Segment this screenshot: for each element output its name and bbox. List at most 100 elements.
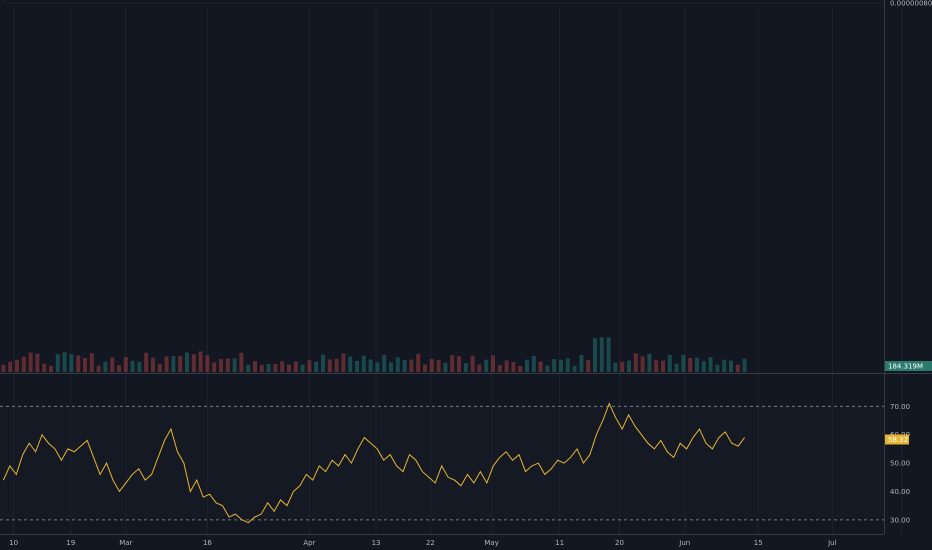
time-tick-label: Jul [827, 539, 837, 547]
volume-bar [225, 358, 230, 372]
price-tags: 0.0000004113:42:300.000000390.000000350.… [885, 361, 932, 445]
price-tick-label: 0.00000080 [890, 0, 932, 8]
volume-bar [198, 351, 203, 372]
volume-bar [742, 358, 747, 372]
grid-layer [0, 0, 932, 535]
volume-bar [701, 361, 706, 372]
volume-bar [681, 354, 686, 372]
volume-bar [361, 355, 366, 372]
volume-bar [688, 357, 693, 372]
volume-bars [1, 337, 747, 372]
volume-bar [450, 355, 455, 372]
volume-bar [69, 354, 74, 372]
volume-bar [164, 356, 169, 372]
volume-bar [300, 364, 305, 372]
volume-bar [443, 362, 448, 372]
rsi-line [2, 402, 745, 524]
rsi-pane [0, 402, 884, 524]
volume-bar [708, 357, 713, 372]
volume-tag-text: 184.319M [888, 363, 923, 371]
volume-bar [722, 359, 727, 372]
time-tick-label: 22 [426, 539, 435, 547]
volume-bar [593, 338, 597, 372]
volume-bar [355, 360, 359, 372]
volume-bar [620, 361, 625, 372]
volume-bar [259, 364, 264, 372]
volume-bar [117, 365, 121, 372]
volume-bar [253, 361, 257, 372]
volume-bar [280, 361, 285, 372]
rsi-tick-label: 30.00 [890, 516, 910, 524]
volume-bar [572, 365, 577, 372]
volume-bar [429, 359, 434, 372]
volume-bar [674, 363, 679, 372]
volume-bar [599, 337, 604, 372]
volume-bar [382, 355, 387, 372]
volume-bar [35, 353, 40, 372]
volume-bar [395, 357, 400, 372]
volume-bar [293, 361, 298, 372]
time-tick-label: Mar [119, 539, 132, 547]
volume-bar [402, 359, 407, 372]
rsi-tick-label: 70.00 [890, 403, 910, 411]
volume-bar [497, 365, 502, 372]
time-tick-label: Jun [678, 539, 690, 547]
volume-bar [76, 355, 81, 372]
volume-bar [130, 360, 135, 372]
volume-bar [661, 360, 665, 372]
volume-bar [137, 361, 142, 372]
volume-bar [633, 353, 638, 372]
time-tick-label: 13 [372, 539, 381, 547]
volume-bar [423, 364, 427, 372]
volume-bar [42, 363, 47, 372]
volume-bar [416, 353, 421, 372]
volume-bar [654, 360, 659, 372]
volume-bar [477, 364, 482, 372]
volume-bar [627, 360, 631, 372]
time-tick-label: May [484, 539, 498, 547]
volume-bar [729, 360, 733, 372]
volume-bar [144, 352, 149, 372]
volume-bar [273, 363, 278, 372]
volume-bar [21, 356, 26, 372]
rsi-tag-text: 58.32 [888, 436, 908, 444]
volume-bar [287, 364, 291, 372]
time-tick-label: 11 [555, 539, 564, 547]
volume-bar [212, 362, 217, 372]
volume-bar [178, 355, 183, 372]
volume-bar [695, 357, 699, 372]
volume-bar [334, 358, 339, 372]
volume-bar [185, 352, 189, 372]
volume-bar [715, 364, 720, 372]
volume-bar [565, 358, 570, 372]
rsi-tick-label: 40.00 [890, 488, 910, 496]
rsi-tick-label: 50.00 [890, 460, 910, 468]
volume-bar [341, 353, 346, 372]
volume-bar [49, 365, 53, 372]
volume-bar [667, 354, 672, 372]
volume-bar [246, 364, 251, 372]
volume-bar [8, 361, 13, 372]
time-tick-label: 15 [754, 539, 763, 547]
volume-bar [559, 359, 563, 372]
volume-bar [239, 352, 244, 372]
volume-bar [348, 356, 353, 372]
volume-bar [314, 361, 319, 372]
volume-bar [735, 364, 740, 372]
volume-bar [96, 365, 101, 372]
volume-bar [511, 362, 516, 372]
volume-bar [606, 337, 611, 372]
volume-bar [409, 359, 414, 372]
volume-bar [55, 354, 60, 372]
time-tick-label: 10 [9, 539, 18, 547]
volume-bar [545, 365, 550, 372]
volume-bar [436, 360, 441, 372]
volume-bar [525, 359, 529, 372]
volume-bar [62, 352, 67, 372]
time-tick-label: 20 [615, 539, 624, 547]
volume-bar [110, 357, 115, 372]
volume-bar [28, 352, 33, 372]
volume-bar [463, 363, 468, 372]
